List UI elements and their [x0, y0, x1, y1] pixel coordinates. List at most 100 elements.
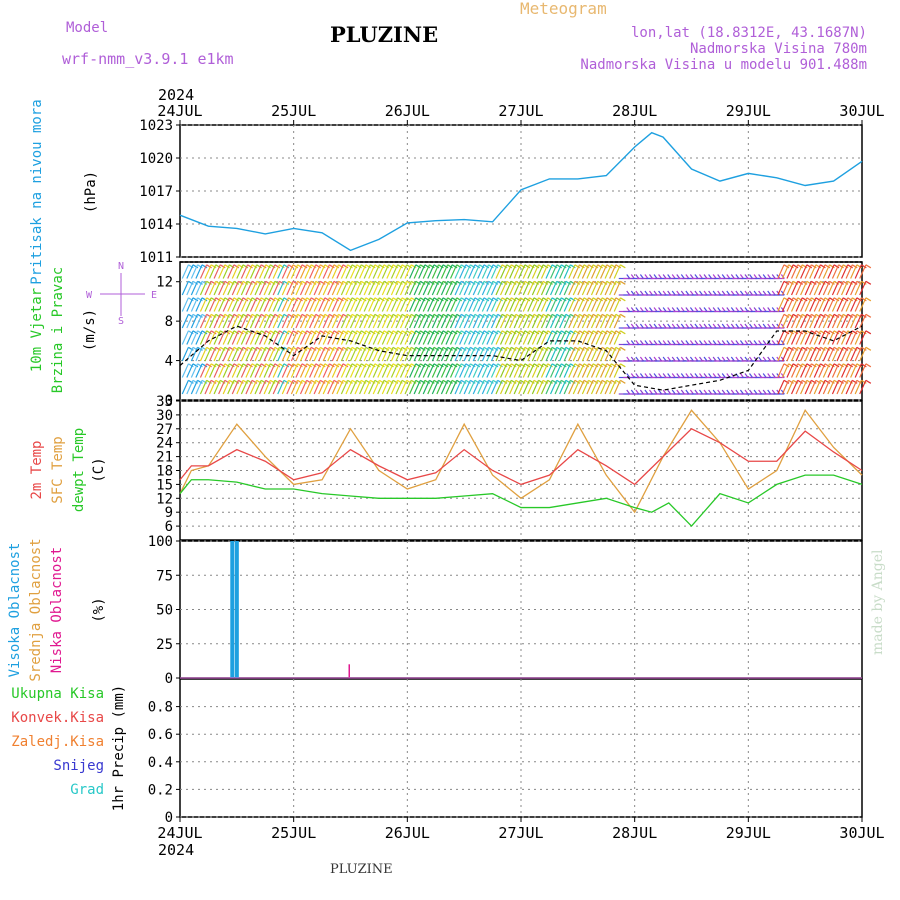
- wind-barb: [519, 264, 526, 269]
- wind-barb: [644, 274, 649, 279]
- wind-barb: [231, 380, 239, 395]
- wind-barb: [472, 264, 480, 279]
- wind-barb: [238, 379, 244, 384]
- wind-barb: [229, 379, 235, 384]
- wind-barb: [547, 363, 553, 368]
- wind-barb: [281, 363, 289, 378]
- wind-barb: [536, 347, 544, 362]
- wind-barb: [410, 379, 417, 384]
- wind-barb: [635, 340, 640, 345]
- wind-barb: [531, 380, 540, 395]
- wind-barb: [609, 297, 617, 312]
- wind-barb: [797, 346, 803, 351]
- wind-barb: [565, 264, 572, 269]
- wind-barb: [318, 314, 326, 329]
- wind-barb: [815, 297, 822, 302]
- wind-barb: [186, 330, 194, 345]
- wind-barb: [469, 264, 476, 269]
- wind-barb: [536, 314, 544, 329]
- wind-barb: [295, 264, 303, 279]
- wind-barb: [800, 330, 808, 345]
- wind-barb: [792, 363, 799, 368]
- wind-barb: [809, 314, 817, 329]
- wind-barb: [504, 380, 512, 395]
- wind-barb: [433, 264, 440, 269]
- wind-barb: [792, 379, 799, 384]
- wind-barb: [374, 379, 381, 384]
- wind-barb: [469, 346, 476, 351]
- wind-barb: [486, 347, 494, 362]
- wind-barb: [570, 330, 576, 335]
- wind-barb: [192, 330, 199, 335]
- wind-barb: [368, 347, 376, 362]
- wind-barb: [477, 281, 485, 296]
- wind-barb: [215, 313, 221, 318]
- wind-barb: [438, 379, 444, 384]
- wind-barb: [786, 314, 794, 329]
- wind-barb: [397, 264, 403, 269]
- wind-barb: [676, 323, 681, 329]
- wind-barb: [536, 281, 544, 296]
- wind-barb: [360, 280, 367, 285]
- wind-barb: [238, 346, 244, 351]
- wind-barb: [703, 274, 708, 279]
- wind-barb: [806, 313, 813, 318]
- wind-barb: [215, 379, 221, 384]
- wind-barb: [538, 297, 544, 302]
- wind-barb: [288, 346, 294, 351]
- wind-barb: [788, 379, 794, 384]
- wind-barb: [365, 297, 372, 302]
- wind-barb: [329, 363, 335, 368]
- wind-barb: [419, 379, 426, 384]
- wind-barb: [397, 346, 403, 351]
- wind-barb: [601, 280, 608, 285]
- wind-barb: [563, 347, 571, 362]
- wind-barb: [644, 340, 649, 345]
- wind-barb: [730, 274, 735, 279]
- y-tick-label: 0.8: [148, 700, 173, 716]
- wind-barb: [662, 307, 667, 312]
- wind-barb: [247, 313, 253, 318]
- wind-barb: [359, 264, 367, 279]
- wind-barb: [836, 264, 844, 279]
- wind-barb: [777, 363, 785, 378]
- wind-barb: [495, 330, 503, 345]
- wind-barb: [292, 363, 299, 368]
- wind-barb: [413, 347, 421, 362]
- wind-barb: [233, 363, 240, 368]
- wind-barb: [486, 281, 494, 296]
- wind-barb: [560, 280, 567, 285]
- wind-barb: [342, 379, 349, 384]
- wind-barb: [227, 281, 235, 296]
- wind-barb: [758, 340, 763, 345]
- wind-barb: [726, 389, 731, 395]
- wind-barb: [481, 330, 490, 345]
- wind-barb: [635, 373, 640, 378]
- wind-barb: [481, 363, 490, 378]
- wind-barb: [506, 330, 512, 335]
- wind-barb: [824, 297, 831, 302]
- wind-barb: [433, 313, 440, 318]
- wind-barb: [436, 380, 444, 395]
- wind-barb: [424, 297, 431, 302]
- wind-barb: [474, 280, 481, 285]
- wind-barb: [404, 281, 412, 296]
- model-elevation: Nadmorska Visina u modelu 901.488m: [580, 57, 867, 73]
- wind-barb: [247, 264, 253, 269]
- wind-barb: [206, 313, 212, 318]
- wind-barb: [359, 297, 367, 312]
- wind-barb: [245, 297, 253, 312]
- wind-barb: [254, 380, 262, 395]
- wind-barb: [600, 264, 608, 279]
- wind-barb: [818, 297, 826, 312]
- wind-barb: [440, 363, 449, 378]
- wind-barb: [418, 314, 426, 329]
- wind-barb: [259, 363, 267, 378]
- wind-barb: [240, 264, 249, 279]
- wind-barb: [604, 281, 612, 296]
- wind-barb: [251, 379, 258, 384]
- wind-barb: [247, 280, 253, 285]
- wind-barb: [559, 314, 567, 329]
- wind-barb: [486, 330, 494, 345]
- wind-barb: [479, 346, 485, 351]
